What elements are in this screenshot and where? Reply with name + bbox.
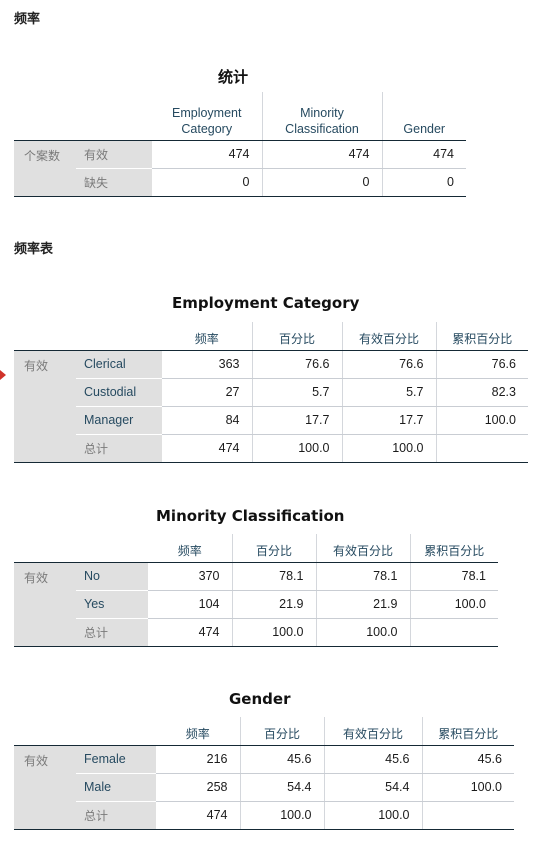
column-header: 百分比 [239,717,324,746]
cell-value [409,618,498,647]
frequencies-heading: 频率 [14,12,41,27]
row-label: 总计 [76,434,162,463]
row-group-label: 有效 [14,745,76,830]
cell-value: 45.6 [421,745,514,774]
row-label: 总计 [76,801,156,830]
cell-value: 78.1 [231,562,316,591]
cell-value: 100.0 [315,618,410,647]
cell-value: 474 [148,618,232,647]
cell-value: 45.6 [323,745,422,774]
cell-value: 100.0 [421,773,514,802]
column-header: 频率 [148,534,232,563]
cell-value: 5.7 [251,378,342,407]
cell-value: 370 [148,562,232,591]
cell-value: 21.9 [231,590,316,619]
column-header: 累积百分比 [421,717,514,746]
cell-value: 100.0 [239,801,324,830]
cell-value: 258 [156,773,240,802]
cell-value: 100.0 [341,434,436,463]
column-header: 累积百分比 [435,322,528,351]
cell-value: 78.1 [315,562,410,591]
column-header: 频率 [162,322,252,351]
statistics-table: Employment Category Minority Classificatio… [14,92,466,197]
cell-value: 100.0 [231,618,316,647]
frequency-table-title: Gender [229,690,291,708]
cell-value: 17.7 [251,406,342,435]
row-group-label: 个案数 [14,140,76,197]
cell-value [421,801,514,830]
column-header: Minority Classification [261,92,382,141]
row-label: Male [76,773,156,802]
cell-value: 100.0 [409,590,498,619]
frequency-table-employment: 频率 百分比 有效百分比 累积百分比 有效 Clerical 363 76.6 … [14,322,528,463]
column-header: 频率 [156,717,240,746]
selection-marker-icon [0,370,6,380]
cell-value: 0 [381,168,466,197]
cell-value: 0 [261,168,382,197]
cell-value: 84 [162,406,252,435]
cell-value: 474 [162,434,252,463]
row-label: Yes [76,590,148,619]
row-label: 总计 [76,618,148,647]
cell-value: 216 [156,745,240,774]
cell-value: 54.4 [323,773,422,802]
cell-value: 21.9 [315,590,410,619]
row-group-label: 有效 [14,350,76,463]
row-label: Female [76,745,156,774]
column-header: 百分比 [251,322,342,351]
cell-value: 17.7 [341,406,436,435]
statistics-title: 统计 [218,68,249,86]
cell-value: 82.3 [435,378,528,407]
row-label: 有效 [76,140,152,169]
cell-value: 45.6 [239,745,324,774]
cell-value: 100.0 [435,406,528,435]
row-label: No [76,562,148,591]
row-group-label: 有效 [14,562,76,647]
row-label: Manager [76,406,162,435]
cell-value: 474 [152,140,262,169]
cell-value: 474 [261,140,382,169]
column-header: 有效百分比 [323,717,422,746]
column-header: Gender [381,92,466,141]
cell-value: 363 [162,350,252,379]
cell-value: 100.0 [323,801,422,830]
frequency-table-title: Employment Category [172,294,360,312]
row-label: Custodial [76,378,162,407]
cell-value: 54.4 [239,773,324,802]
cell-value [435,434,528,463]
cell-value: 78.1 [409,562,498,591]
cell-value: 76.6 [341,350,436,379]
cell-value: 474 [381,140,466,169]
frequency-table-gender: 频率 百分比 有效百分比 累积百分比 有效 Female 216 45.6 45… [14,717,514,830]
cell-value: 104 [148,590,232,619]
column-header: 累积百分比 [409,534,498,563]
cell-value: 474 [156,801,240,830]
cell-value: 5.7 [341,378,436,407]
row-label: 缺失 [76,168,152,197]
column-header: Employment Category [152,92,262,141]
cell-value: 100.0 [251,434,342,463]
column-header: 百分比 [231,534,316,563]
column-header: 有效百分比 [341,322,436,351]
cell-value: 76.6 [251,350,342,379]
cell-value: 76.6 [435,350,528,379]
cell-value: 27 [162,378,252,407]
row-label: Clerical [76,350,162,379]
frequency-tables-heading: 频率表 [14,242,54,257]
frequency-table-minority: 频率 百分比 有效百分比 累积百分比 有效 No 370 78.1 78.1 7… [14,534,498,647]
cell-value: 0 [152,168,262,197]
frequency-table-title: Minority Classification [156,507,345,525]
column-header: 有效百分比 [315,534,410,563]
